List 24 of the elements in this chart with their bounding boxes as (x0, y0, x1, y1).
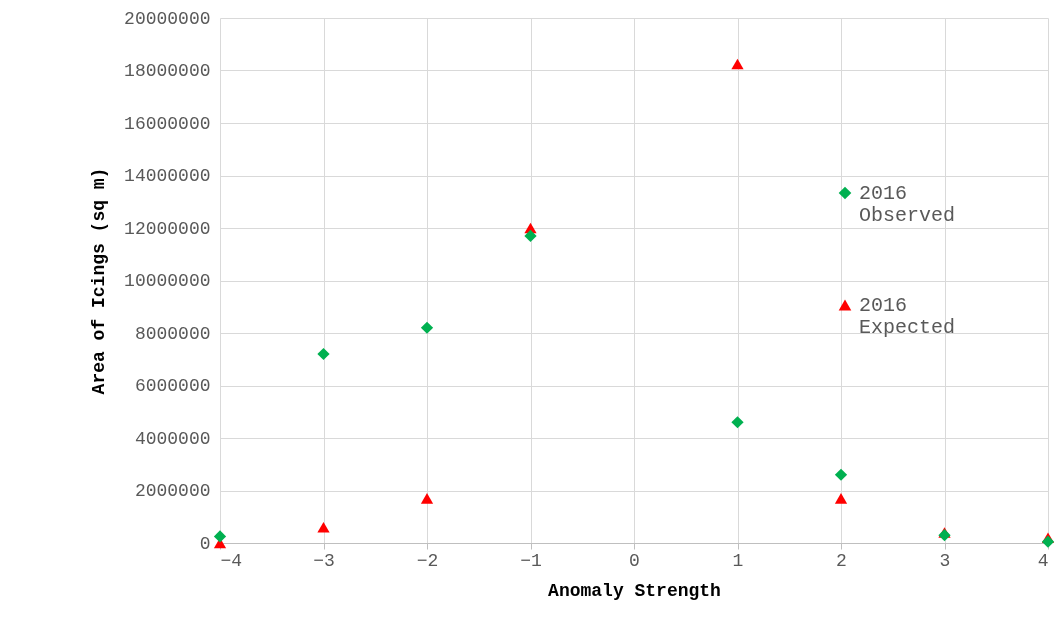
x-tick-label: −3 (313, 550, 335, 571)
x-tick-label: 1 (732, 550, 744, 571)
y-tick-label: 10000000 (124, 271, 211, 291)
y-tick-label: 2000000 (134, 481, 211, 501)
legend-label: 2016 Observed (859, 182, 956, 227)
y-tick-label: 4000000 (134, 428, 211, 449)
x-tick-label: −4 (220, 550, 243, 571)
y-tick-label: 0 (199, 533, 211, 554)
x-tick-label: 3 (939, 550, 951, 571)
y-axis-title: Area of Icings (sq m) (89, 167, 110, 395)
x-tick-label: 0 (629, 550, 640, 571)
legend-label: 2016 Expected (859, 294, 956, 339)
y-tick-label: 8000000 (134, 323, 211, 344)
y-tick-label: 20000000 (124, 8, 211, 29)
x-tick-label: 2 (836, 550, 847, 571)
x-axis-title: Anomaly Strength (548, 580, 721, 601)
x-tick-label: 4 (1037, 550, 1049, 571)
y-tick-label: 16000000 (124, 113, 211, 134)
y-tick-label: 12000000 (124, 218, 211, 239)
x-tick-label: −1 (520, 550, 542, 571)
y-tick-label: 6000000 (134, 376, 211, 396)
y-tick-label: 18000000 (124, 61, 211, 81)
x-tick-label: −2 (416, 550, 439, 571)
y-tick-label: 14000000 (124, 166, 211, 186)
